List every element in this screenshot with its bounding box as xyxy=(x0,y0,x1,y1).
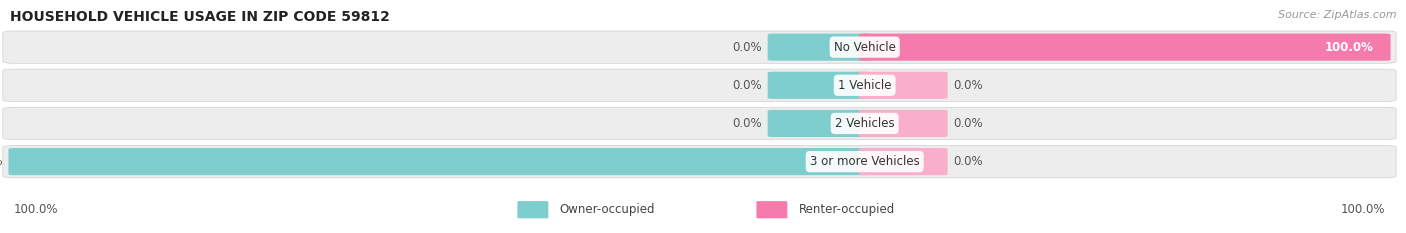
Text: 100.0%: 100.0% xyxy=(0,155,3,168)
Text: 2 Vehicles: 2 Vehicles xyxy=(835,117,894,130)
FancyBboxPatch shape xyxy=(8,148,870,175)
FancyBboxPatch shape xyxy=(859,34,1391,61)
Text: 0.0%: 0.0% xyxy=(733,41,762,54)
FancyBboxPatch shape xyxy=(3,31,1396,63)
Text: 0.0%: 0.0% xyxy=(953,155,983,168)
FancyBboxPatch shape xyxy=(3,69,1396,101)
FancyBboxPatch shape xyxy=(859,72,948,99)
Text: Owner-occupied: Owner-occupied xyxy=(560,203,655,216)
Text: 1 Vehicle: 1 Vehicle xyxy=(838,79,891,92)
FancyBboxPatch shape xyxy=(859,110,948,137)
Text: 0.0%: 0.0% xyxy=(953,117,983,130)
Text: 100.0%: 100.0% xyxy=(1340,203,1385,216)
Text: 100.0%: 100.0% xyxy=(1324,41,1374,54)
FancyBboxPatch shape xyxy=(3,107,1396,140)
FancyBboxPatch shape xyxy=(768,72,870,99)
Text: 100.0%: 100.0% xyxy=(14,203,59,216)
FancyBboxPatch shape xyxy=(756,201,787,218)
Text: 0.0%: 0.0% xyxy=(953,79,983,92)
Text: Renter-occupied: Renter-occupied xyxy=(799,203,894,216)
Text: No Vehicle: No Vehicle xyxy=(834,41,896,54)
FancyBboxPatch shape xyxy=(768,34,870,61)
Text: 3 or more Vehicles: 3 or more Vehicles xyxy=(810,155,920,168)
Text: Source: ZipAtlas.com: Source: ZipAtlas.com xyxy=(1278,10,1396,21)
FancyBboxPatch shape xyxy=(859,148,948,175)
Text: 0.0%: 0.0% xyxy=(733,79,762,92)
FancyBboxPatch shape xyxy=(517,201,548,218)
Text: 0.0%: 0.0% xyxy=(733,117,762,130)
Text: HOUSEHOLD VEHICLE USAGE IN ZIP CODE 59812: HOUSEHOLD VEHICLE USAGE IN ZIP CODE 5981… xyxy=(10,10,389,24)
FancyBboxPatch shape xyxy=(768,110,870,137)
FancyBboxPatch shape xyxy=(3,145,1396,178)
